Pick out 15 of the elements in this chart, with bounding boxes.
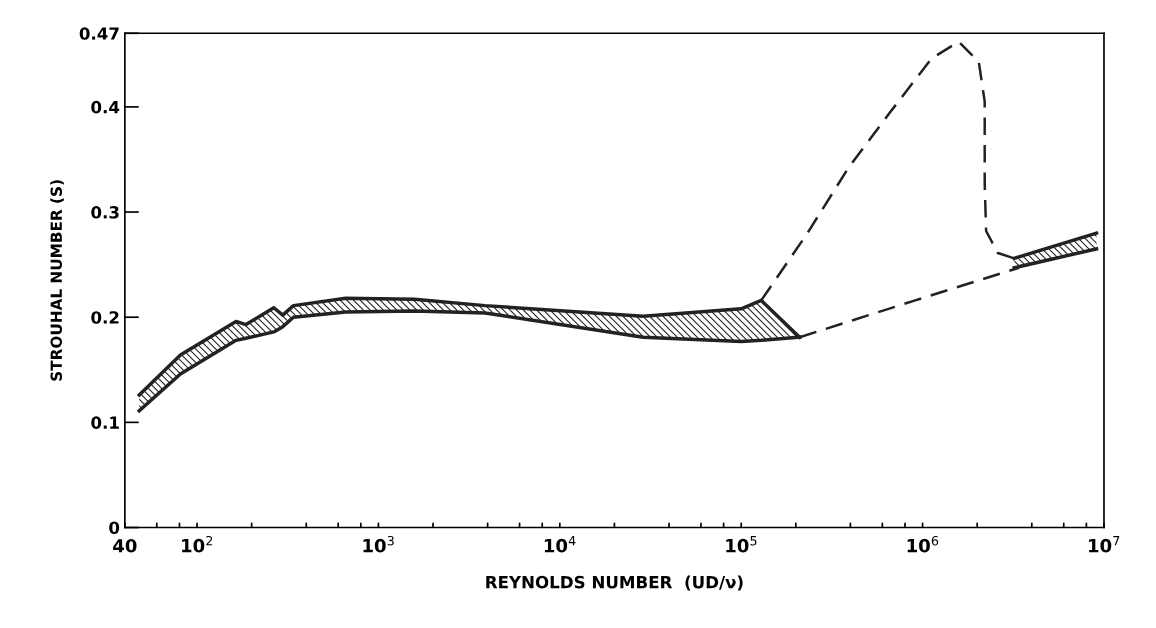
y-axis-title: STROUHAL NUMBER (S): [50, 180, 64, 381]
y-tick-label: 0: [109, 521, 120, 535]
x-tick-label: 10$^{3}$: [363, 535, 394, 553]
x-tick-label: 10$^{6}$: [907, 535, 939, 553]
y-tick-label: 0.2: [91, 311, 119, 324]
x-tick-label: 10$^{2}$: [182, 535, 213, 553]
y-tick-label: 0.3: [91, 206, 119, 219]
x-axis-title: REYNOLDS NUMBER (UD/ν): [486, 575, 743, 591]
y-tick-label: 0.4: [91, 100, 120, 114]
y-tick-label: 0.1: [91, 416, 119, 429]
y-tick-label: 0.47: [79, 27, 119, 40]
x-tick-label: 10$^{7}$: [1089, 536, 1120, 553]
x-tick-label: 10$^{5}$: [726, 536, 757, 553]
x-tick-label: 40: [113, 538, 137, 553]
x-tick-label: 10$^{4}$: [544, 536, 576, 553]
